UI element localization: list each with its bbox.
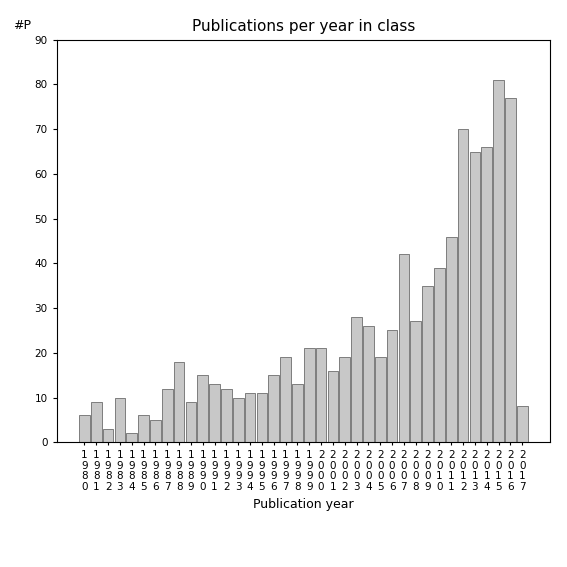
- Bar: [387, 331, 397, 442]
- Bar: [292, 384, 303, 442]
- Bar: [458, 129, 468, 442]
- Bar: [469, 151, 480, 442]
- Y-axis label: #P: #P: [13, 19, 31, 32]
- Bar: [268, 375, 279, 442]
- Bar: [422, 286, 433, 442]
- Bar: [245, 393, 255, 442]
- Bar: [363, 326, 374, 442]
- Bar: [280, 357, 291, 442]
- Bar: [352, 317, 362, 442]
- Bar: [233, 397, 244, 442]
- Bar: [304, 348, 315, 442]
- Bar: [138, 416, 149, 442]
- Bar: [517, 407, 527, 442]
- Bar: [257, 393, 267, 442]
- Bar: [115, 397, 125, 442]
- Bar: [103, 429, 113, 442]
- X-axis label: Publication year: Publication year: [253, 498, 354, 511]
- Bar: [79, 416, 90, 442]
- Title: Publications per year in class: Publications per year in class: [192, 19, 415, 35]
- Bar: [316, 348, 327, 442]
- Bar: [150, 420, 161, 442]
- Bar: [174, 362, 184, 442]
- Bar: [399, 255, 409, 442]
- Bar: [197, 375, 208, 442]
- Bar: [328, 371, 338, 442]
- Bar: [375, 357, 386, 442]
- Bar: [411, 321, 421, 442]
- Bar: [91, 402, 101, 442]
- Bar: [221, 388, 232, 442]
- Bar: [434, 268, 445, 442]
- Bar: [209, 384, 220, 442]
- Bar: [446, 236, 456, 442]
- Bar: [493, 80, 504, 442]
- Bar: [481, 147, 492, 442]
- Bar: [505, 98, 516, 442]
- Bar: [126, 433, 137, 442]
- Bar: [185, 402, 196, 442]
- Bar: [340, 357, 350, 442]
- Bar: [162, 388, 172, 442]
